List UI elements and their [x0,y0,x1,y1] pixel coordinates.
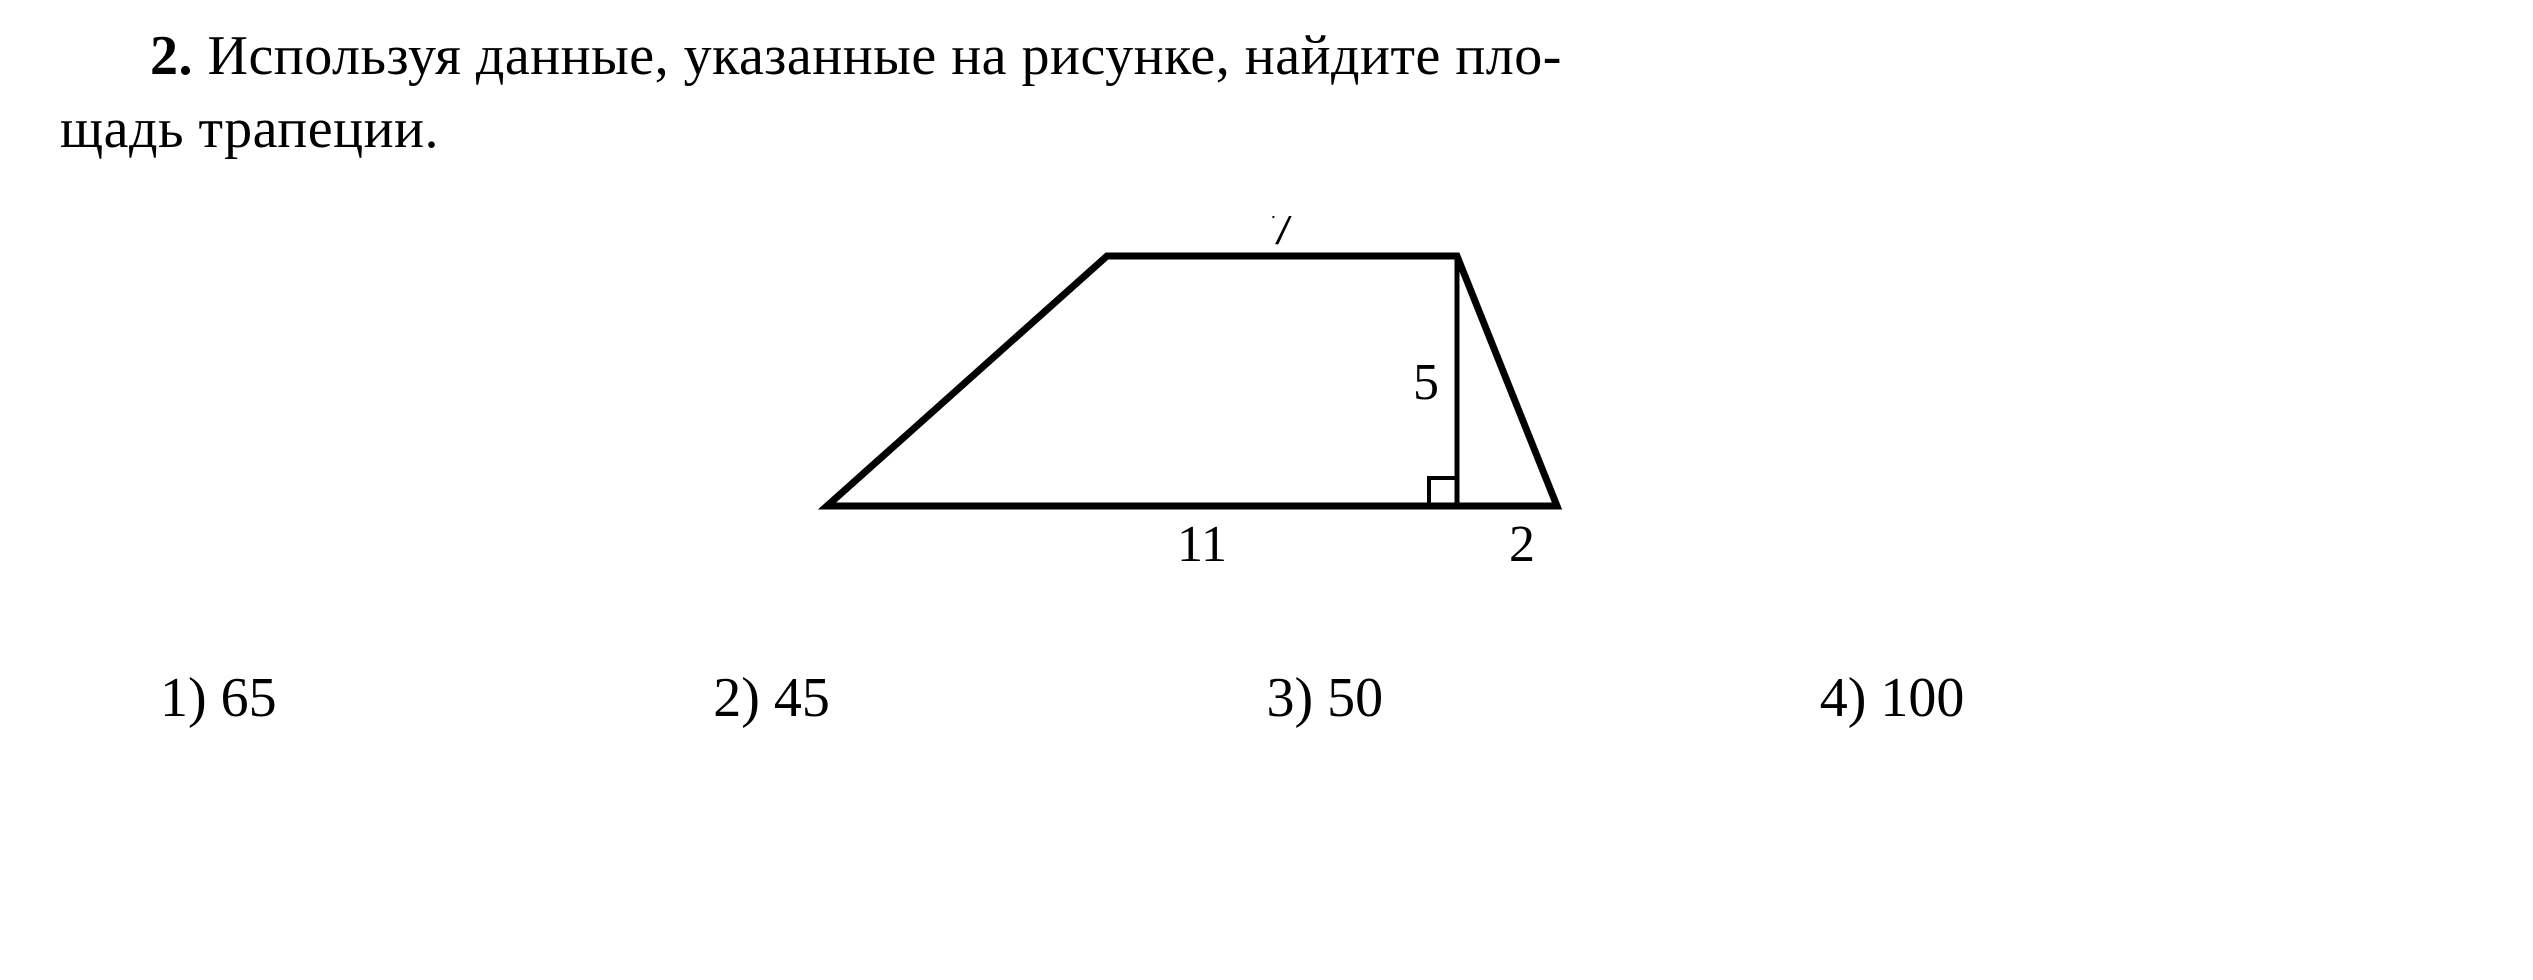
problem-text-line2: щадь трапеции. [60,98,439,160]
svg-text:11: 11 [1176,516,1226,573]
diagram-container: 7 5 11 2 [60,216,2473,596]
answers-row: 1) 65 2) 45 3) 50 4) 100 [60,666,2473,730]
answer-option-1: 1) 65 [160,666,713,730]
trapezoid-diagram: 7 5 11 2 [817,216,1717,596]
problem-text-line1: Используя данные, указанные на рисунке, … [208,25,1562,87]
problem-statement: 2. Используя данные, указанные на рисунк… [60,20,2473,166]
answer-option-2: 2) 45 [713,666,1266,730]
svg-text:2: 2 [1509,516,1535,573]
problem-number: 2. [150,25,193,87]
answer-option-3: 3) 50 [1267,666,1820,730]
svg-text:7: 7 [1269,216,1295,256]
answer-option-4: 4) 100 [1820,666,2373,730]
svg-text:5: 5 [1413,354,1439,411]
